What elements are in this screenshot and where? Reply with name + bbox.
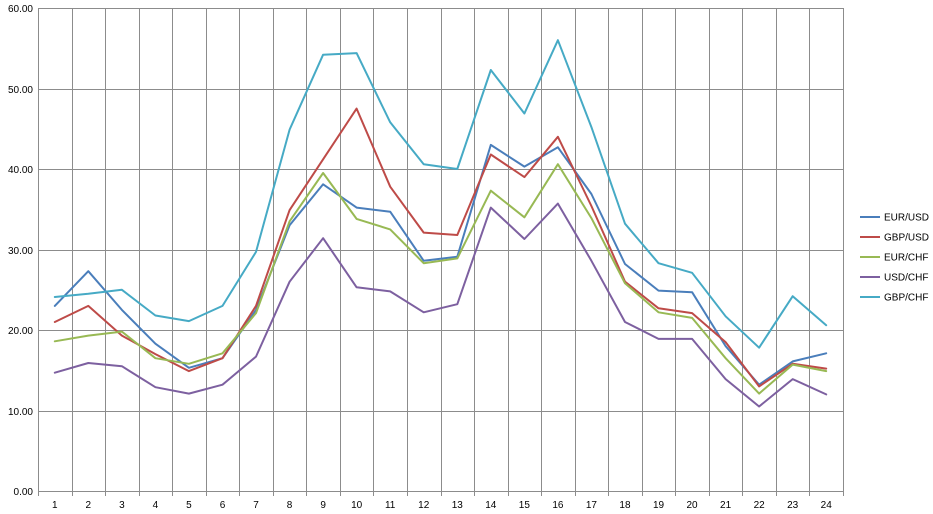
legend-entry-label: GBP/CHF bbox=[884, 293, 928, 304]
x-tick-label: 11 bbox=[385, 500, 396, 511]
legend-entry-label: GBP/USD bbox=[884, 233, 929, 244]
x-tick-label: 10 bbox=[351, 500, 363, 511]
legend-entry-label: USD/CHF bbox=[884, 273, 928, 284]
y-tick-label: 40.00 bbox=[8, 165, 33, 176]
series-line-gbp-chf bbox=[53, 39, 828, 349]
x-tick-label: 9 bbox=[320, 500, 326, 511]
x-tick-label: 4 bbox=[153, 500, 159, 511]
x-tick-label: 13 bbox=[452, 500, 464, 511]
gridlines bbox=[38, 8, 844, 491]
x-tick-label: 18 bbox=[619, 500, 631, 511]
legend-entry-label: EUR/USD bbox=[884, 213, 929, 224]
legend: EUR/USD GBP/USD EUR/CHF USD/CHF GBP/CHF bbox=[860, 213, 929, 304]
x-tick-label: 16 bbox=[552, 500, 564, 511]
x-tick-label: 5 bbox=[186, 500, 192, 511]
x-tick-label: 7 bbox=[253, 500, 259, 511]
series-line-usd-chf bbox=[53, 202, 828, 408]
x-axis-tick-labels: 1 2 3 4 5 6 7 8 9 10 11 12 13 14 15 16 17 18 19 20 21 22 23 24 bbox=[52, 500, 832, 511]
x-tick-label: 22 bbox=[754, 500, 766, 511]
y-axis-tick-labels: 0.00 10.00 20.00 30.00 40.00 50.00 60.00 bbox=[8, 4, 33, 498]
x-tick-label: 15 bbox=[519, 500, 531, 511]
x-tick-label: 12 bbox=[418, 500, 430, 511]
x-tick-label: 19 bbox=[653, 500, 665, 511]
legend-entry-label: EUR/CHF bbox=[884, 253, 928, 264]
series-line-gbp-usd bbox=[53, 107, 828, 388]
x-tick-label: 17 bbox=[586, 500, 598, 511]
x-tick-label: 21 bbox=[720, 500, 732, 511]
x-tick-label: 8 bbox=[287, 500, 293, 511]
x-tick-label: 20 bbox=[687, 500, 699, 511]
y-tick-label: 0.00 bbox=[14, 487, 34, 498]
axes bbox=[38, 8, 844, 496]
x-tick-label: 6 bbox=[220, 500, 226, 511]
y-tick-label: 10.00 bbox=[8, 407, 33, 418]
x-tick-label: 14 bbox=[485, 500, 497, 511]
y-tick-label: 50.00 bbox=[8, 85, 33, 96]
y-tick-label: 20.00 bbox=[8, 326, 33, 337]
x-tick-label: 2 bbox=[86, 500, 92, 511]
series-lines bbox=[53, 39, 828, 408]
x-tick-label: 24 bbox=[821, 500, 833, 511]
series-line-eur-usd bbox=[53, 143, 828, 386]
x-tick-label: 23 bbox=[787, 500, 799, 511]
series-line-eur-chf bbox=[53, 163, 828, 395]
y-tick-label: 60.00 bbox=[8, 4, 33, 15]
x-tick-label: 1 bbox=[52, 500, 58, 511]
y-tick-label: 30.00 bbox=[8, 246, 33, 257]
x-tick-label: 3 bbox=[119, 500, 125, 511]
